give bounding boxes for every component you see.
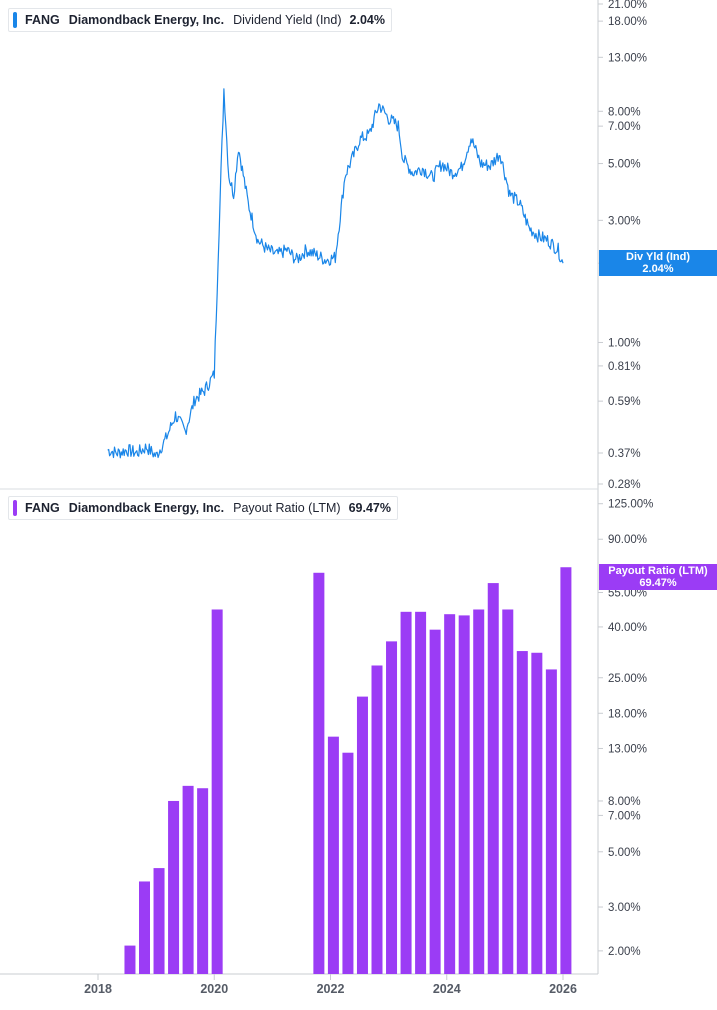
y-tick-label: 2.00%: [608, 946, 641, 958]
y-tick-label: 18.00%: [608, 708, 647, 720]
payout-bar: [124, 945, 136, 974]
bottom-y-axis: 125.00% 90.00% 55.00% 40.00% 25.00% 18.00% 13.…: [598, 499, 653, 958]
top-legend-swatch: [13, 12, 17, 28]
payout-bar: [168, 800, 180, 974]
payout-bar: [356, 696, 368, 974]
y-tick-label: 18.00%: [608, 16, 647, 28]
payout-bar: [429, 629, 441, 974]
y-tick-label: 8.00%: [608, 796, 641, 808]
legend-ticker: FANG: [25, 13, 60, 27]
payout-ratio-flag: Payout Ratio (LTM) 69.47%: [599, 564, 717, 590]
x-tick-label: 2020: [200, 982, 228, 996]
payout-bar: [473, 609, 485, 974]
y-tick-label: 8.00%: [608, 106, 641, 118]
payout-bar: [327, 736, 339, 974]
bottom-legend: FANG Diamondback Energy, Inc. Payout Rat…: [8, 496, 398, 520]
y-tick-label: 13.00%: [608, 743, 647, 755]
payout-bar: [153, 868, 165, 974]
legend-company: Diamondback Energy, Inc.: [68, 13, 225, 27]
y-tick-label: 7.00%: [608, 121, 641, 133]
y-tick-label: 5.00%: [608, 847, 641, 859]
x-tick-label: 2026: [549, 982, 577, 996]
payout-bar: [415, 611, 427, 974]
legend-ticker: FANG: [25, 501, 60, 515]
y-tick-label: 5.00%: [608, 159, 641, 171]
y-tick-label: 25.00%: [608, 673, 647, 685]
payout-bar: [182, 785, 194, 974]
payout-bar: [139, 881, 150, 974]
y-tick-label: 125.00%: [608, 499, 653, 511]
y-tick-label: 3.00%: [608, 215, 641, 227]
y-tick-label: 0.81%: [608, 361, 641, 373]
flag-label: Div Yld (Ind): [626, 251, 690, 263]
flag-value: 2.04%: [642, 263, 674, 275]
payout-bar: [531, 652, 543, 974]
payout-bar: [458, 615, 470, 974]
y-tick-label: 1.00%: [608, 337, 641, 349]
x-tick-label: 2022: [317, 982, 345, 996]
payout-bar: [502, 609, 514, 974]
top-legend: FANG Diamondback Energy, Inc. Dividend Y…: [8, 8, 392, 32]
y-tick-label: 40.00%: [608, 622, 647, 634]
payout-bar: [371, 665, 383, 974]
payout-bar: [516, 651, 528, 974]
payout-bar: [560, 567, 572, 974]
bottom-legend-swatch: [13, 500, 17, 516]
payout-bar: [313, 572, 325, 974]
payout-bar: [197, 788, 209, 974]
y-tick-label: 55.00%: [608, 587, 647, 599]
x-axis: 2018 2020 2022 2024 2026: [84, 974, 577, 996]
flag-label: Payout Ratio (LTM): [608, 565, 708, 577]
y-tick-label: 13.00%: [608, 52, 647, 64]
y-tick-label: 0.28%: [608, 479, 641, 491]
payout-bar: [487, 583, 499, 974]
payout-bar: [386, 641, 398, 974]
legend-metric: Dividend Yield (Ind): [233, 13, 342, 27]
payout-bars: [124, 567, 572, 974]
x-tick-label: 2018: [84, 982, 112, 996]
top-y-axis: 21.00% 18.00% 13.00% 8.00% 7.00% 5.00% 3.00% 1.…: [598, 0, 647, 491]
div-yield-flag: Div Yld (Ind) 2.04%: [599, 250, 717, 276]
y-tick-label: 90.00%: [608, 534, 647, 546]
flag-value: 69.47%: [639, 577, 677, 589]
legend-value: 69.47%: [348, 501, 391, 515]
x-tick-label: 2024: [433, 982, 461, 996]
legend-company: Diamondback Energy, Inc.: [68, 501, 225, 515]
legend-value: 2.04%: [349, 13, 385, 27]
legend-metric: Payout Ratio (LTM): [233, 501, 341, 515]
payout-bar: [211, 609, 223, 974]
y-tick-label: 7.00%: [608, 810, 641, 822]
y-tick-label: 0.37%: [608, 448, 641, 460]
payout-bar: [342, 752, 354, 974]
payout-bar: [444, 614, 456, 974]
y-tick-label: 21.00%: [608, 0, 647, 11]
payout-bar: [545, 669, 557, 974]
payout-bar: [400, 611, 412, 974]
y-tick-label: 3.00%: [608, 902, 641, 914]
dividend-yield-line: [107, 88, 564, 459]
y-tick-label: 0.59%: [608, 396, 641, 408]
